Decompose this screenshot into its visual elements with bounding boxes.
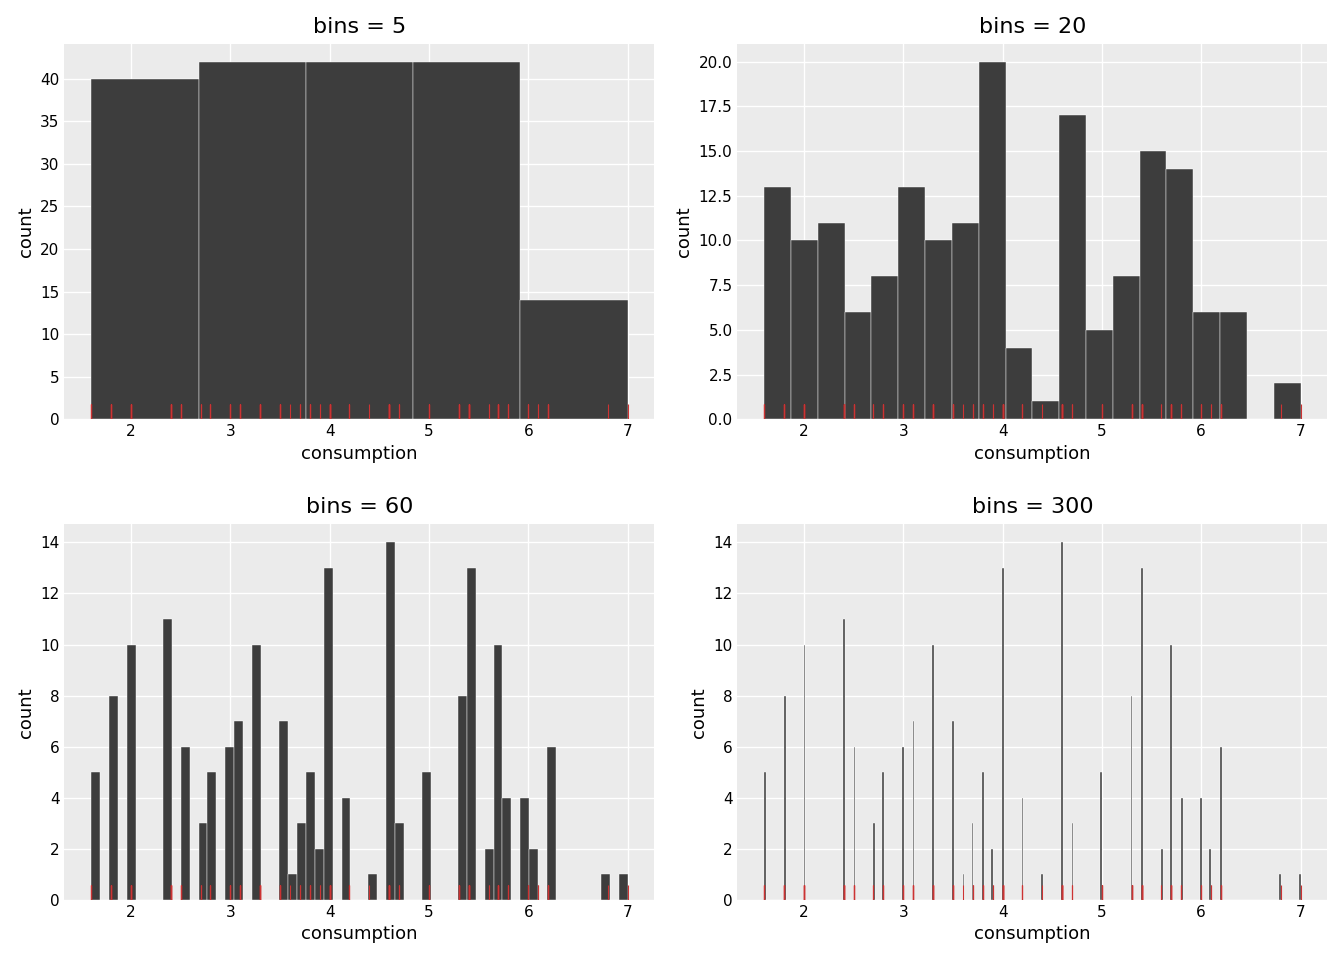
Bar — [1101, 772, 1102, 900]
Bar — [1200, 798, 1202, 900]
Bar — [601, 875, 610, 900]
Bar — [386, 542, 395, 900]
X-axis label: consumption: consumption — [301, 444, 418, 463]
Bar — [844, 312, 871, 420]
Bar — [324, 568, 332, 900]
Bar — [1141, 568, 1144, 900]
Bar — [422, 772, 431, 900]
Bar — [843, 619, 844, 900]
Bar — [280, 721, 288, 900]
Bar — [547, 747, 556, 900]
Bar — [1032, 401, 1059, 420]
Bar — [306, 61, 413, 420]
Bar — [520, 300, 628, 420]
Bar — [226, 747, 234, 900]
Title: bins = 5: bins = 5 — [313, 16, 406, 36]
Bar — [853, 747, 855, 900]
Y-axis label: count: count — [16, 687, 35, 737]
Bar — [925, 240, 952, 420]
Bar — [952, 721, 954, 900]
Title: bins = 60: bins = 60 — [305, 497, 413, 517]
Bar — [413, 61, 520, 420]
Bar — [520, 798, 530, 900]
Bar — [1113, 276, 1140, 420]
Bar — [466, 568, 476, 900]
Bar — [1161, 849, 1163, 900]
Bar — [1220, 747, 1222, 900]
Bar — [1181, 798, 1183, 900]
Bar — [882, 772, 884, 900]
Bar — [784, 696, 786, 900]
Bar — [458, 696, 466, 900]
Bar — [765, 772, 766, 900]
Bar — [992, 849, 993, 900]
Bar — [792, 240, 818, 420]
Bar — [1071, 824, 1074, 900]
Bar — [207, 772, 216, 900]
Bar — [982, 772, 984, 900]
Title: bins = 300: bins = 300 — [972, 497, 1093, 517]
Bar — [1220, 312, 1247, 420]
Bar — [91, 79, 199, 420]
Bar — [1086, 330, 1113, 420]
Bar — [234, 721, 243, 900]
Bar — [952, 223, 978, 420]
Bar — [1210, 849, 1211, 900]
Bar — [128, 644, 136, 900]
Bar — [898, 187, 925, 420]
Bar — [1021, 798, 1023, 900]
Bar — [314, 849, 324, 900]
Y-axis label: count: count — [689, 687, 708, 737]
Bar — [199, 824, 207, 900]
Bar — [1279, 875, 1281, 900]
Title: bins = 20: bins = 20 — [978, 16, 1086, 36]
X-axis label: consumption: consumption — [301, 925, 418, 944]
Bar — [874, 824, 875, 900]
Bar — [804, 644, 805, 900]
X-axis label: consumption: consumption — [974, 444, 1090, 463]
Bar — [871, 276, 898, 420]
Y-axis label: count: count — [16, 206, 35, 257]
Bar — [199, 61, 306, 420]
Bar — [395, 824, 405, 900]
Bar — [530, 849, 538, 900]
Bar — [618, 875, 628, 900]
Bar — [765, 187, 792, 420]
Bar — [962, 875, 965, 900]
Bar — [978, 61, 1005, 420]
Bar — [1042, 875, 1043, 900]
Bar — [1274, 383, 1301, 420]
Bar — [1140, 151, 1167, 420]
Bar — [1171, 644, 1172, 900]
Bar — [1298, 875, 1301, 900]
Bar — [180, 747, 190, 900]
Bar — [1059, 115, 1086, 420]
Bar — [253, 644, 261, 900]
Bar — [1005, 348, 1032, 420]
Bar — [1193, 312, 1220, 420]
Bar — [109, 696, 118, 900]
Bar — [902, 747, 903, 900]
Bar — [1060, 542, 1063, 900]
Bar — [1130, 696, 1133, 900]
Bar — [341, 798, 351, 900]
Bar — [368, 875, 378, 900]
Bar — [972, 824, 973, 900]
Bar — [163, 619, 172, 900]
Bar — [818, 223, 844, 420]
Bar — [297, 824, 306, 900]
Bar — [913, 721, 914, 900]
X-axis label: consumption: consumption — [974, 925, 1090, 944]
Bar — [306, 772, 314, 900]
Bar — [1003, 568, 1004, 900]
Bar — [288, 875, 297, 900]
Bar — [503, 798, 511, 900]
Bar — [493, 644, 503, 900]
Bar — [1167, 169, 1193, 420]
Bar — [485, 849, 493, 900]
Bar — [91, 772, 101, 900]
Y-axis label: count: count — [675, 206, 694, 257]
Bar — [933, 644, 934, 900]
